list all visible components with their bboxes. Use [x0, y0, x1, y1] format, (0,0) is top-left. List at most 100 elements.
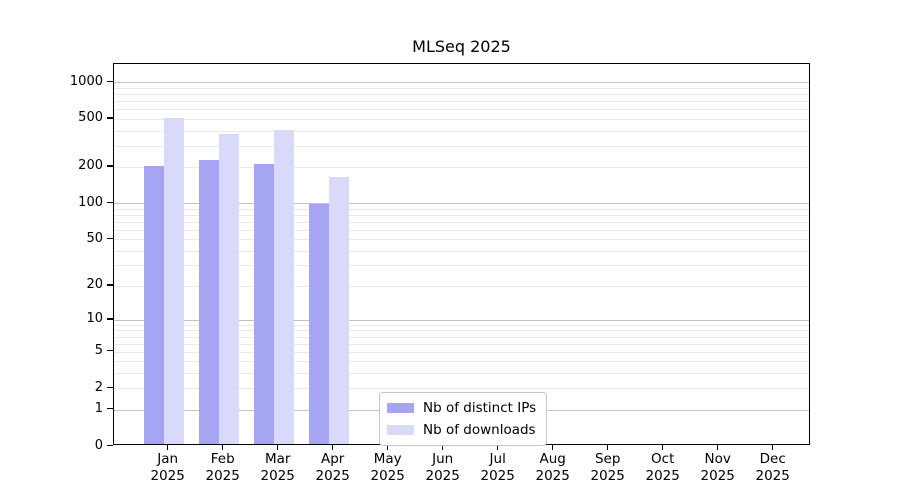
legend-swatch-downloads	[387, 425, 414, 435]
month-label: Jun	[432, 451, 454, 467]
y-axis-tick	[107, 165, 113, 167]
x-axis-tick-label: Feb 2025	[191, 451, 255, 485]
month-label: Nov	[704, 451, 731, 467]
minor-gridline	[114, 324, 809, 326]
legend-item: Nb of distinct IPs	[387, 400, 537, 416]
minor-gridline	[114, 166, 809, 168]
x-axis-tick-label: Jun 2025	[411, 451, 475, 485]
year-label: 2025	[755, 468, 790, 484]
bar-distinct-ips	[254, 163, 275, 444]
y-axis-tick	[107, 350, 113, 352]
x-axis-tick	[167, 445, 169, 450]
year-label: 2025	[370, 468, 405, 484]
bar-distinct-ips	[144, 166, 165, 444]
year-label: 2025	[700, 468, 735, 484]
year-label: 2025	[315, 468, 350, 484]
year-label: 2025	[205, 468, 240, 484]
year-label: 2025	[425, 468, 460, 484]
bar-distinct-ips	[199, 160, 220, 444]
legend-item-label: Nb of distinct IPs	[423, 400, 537, 416]
bar-downloads	[164, 118, 185, 444]
year-label: 2025	[535, 468, 570, 484]
x-axis-tick	[662, 445, 664, 450]
year-label: 2025	[260, 468, 295, 484]
x-axis-tick-label: Nov 2025	[686, 451, 750, 485]
minor-gridline	[114, 361, 809, 363]
major-gridline	[114, 82, 809, 84]
y-axis-tick	[107, 318, 113, 320]
y-axis-tick-label: 10	[86, 311, 103, 327]
year-label: 2025	[150, 468, 185, 484]
minor-gridline	[114, 145, 809, 147]
y-axis-tick-label: 50	[86, 230, 103, 246]
x-axis-tick	[772, 445, 774, 450]
minor-gridline	[114, 109, 809, 111]
x-axis-tick	[607, 445, 609, 450]
x-axis-tick-label: Aug 2025	[521, 451, 585, 485]
bar-distinct-ips	[309, 204, 330, 444]
y-axis-tick-label: 20	[86, 277, 103, 293]
minor-gridline	[114, 343, 809, 345]
x-axis-tick	[387, 445, 389, 450]
x-axis-tick	[222, 445, 224, 450]
x-axis-tick-label: Dec 2025	[741, 451, 805, 485]
y-axis-tick	[107, 80, 113, 83]
x-axis-tick-label: Sep 2025	[576, 451, 640, 485]
minor-gridline	[114, 221, 809, 223]
minor-gridline	[114, 285, 809, 287]
y-axis-tick-label: 1	[94, 401, 103, 416]
minor-gridline	[114, 351, 809, 353]
legend-item-label: Nb of downloads	[423, 422, 536, 438]
month-label: Dec	[759, 451, 786, 467]
minor-gridline	[114, 250, 809, 252]
minor-gridline	[114, 373, 809, 374]
month-label: Apr	[321, 451, 345, 467]
x-axis-tick	[442, 445, 444, 450]
plot-area	[113, 63, 810, 445]
y-axis-tick	[107, 117, 113, 119]
year-label: 2025	[480, 468, 515, 484]
legend-item: Nb of downloads	[387, 422, 537, 438]
y-axis-tick	[107, 386, 113, 388]
y-axis-tick	[107, 284, 113, 286]
minor-gridline	[114, 388, 809, 390]
y-axis-tick	[107, 408, 113, 410]
y-axis-tick	[107, 444, 113, 446]
x-axis-tick	[497, 445, 499, 450]
month-label: Sep	[594, 451, 621, 467]
year-label: 2025	[590, 468, 625, 484]
minor-gridline	[114, 330, 809, 332]
minor-gridline	[114, 229, 809, 231]
legend-swatch-distinct-ips	[387, 403, 414, 413]
y-axis-tick-label: 500	[78, 110, 103, 126]
x-axis-tick-label: Mar 2025	[246, 451, 310, 485]
minor-gridline	[114, 130, 809, 132]
y-axis-tick	[107, 201, 113, 203]
bar-downloads	[329, 177, 350, 444]
month-label: Oct	[651, 451, 675, 467]
y-axis-tick-label: 200	[78, 158, 103, 174]
minor-gridline	[114, 94, 809, 96]
minor-gridline	[114, 265, 809, 267]
minor-gridline	[114, 88, 809, 89]
chart-title: MLSeq 2025	[412, 37, 511, 56]
x-axis-tick-label: Jan 2025	[136, 451, 200, 485]
y-axis-tick-label: 100	[78, 194, 103, 210]
month-label: Feb	[210, 451, 235, 467]
minor-gridline	[114, 214, 809, 216]
y-axis-tick-label: 0	[94, 437, 103, 453]
legend: Nb of distinct IPs Nb of downloads	[379, 392, 547, 446]
minor-gridline	[114, 208, 809, 210]
y-axis-tick-label: 2	[94, 379, 103, 395]
month-label: Jan	[157, 451, 179, 467]
major-gridline	[114, 203, 809, 205]
x-axis-tick	[552, 445, 554, 450]
y-axis-tick-label: 1000	[69, 73, 103, 89]
minor-gridline	[114, 336, 809, 338]
month-label: Mar	[264, 451, 291, 467]
x-axis-tick-label: Oct 2025	[631, 451, 695, 485]
major-gridline	[114, 319, 809, 321]
minor-gridline	[114, 101, 809, 103]
x-axis-tick	[717, 445, 719, 450]
